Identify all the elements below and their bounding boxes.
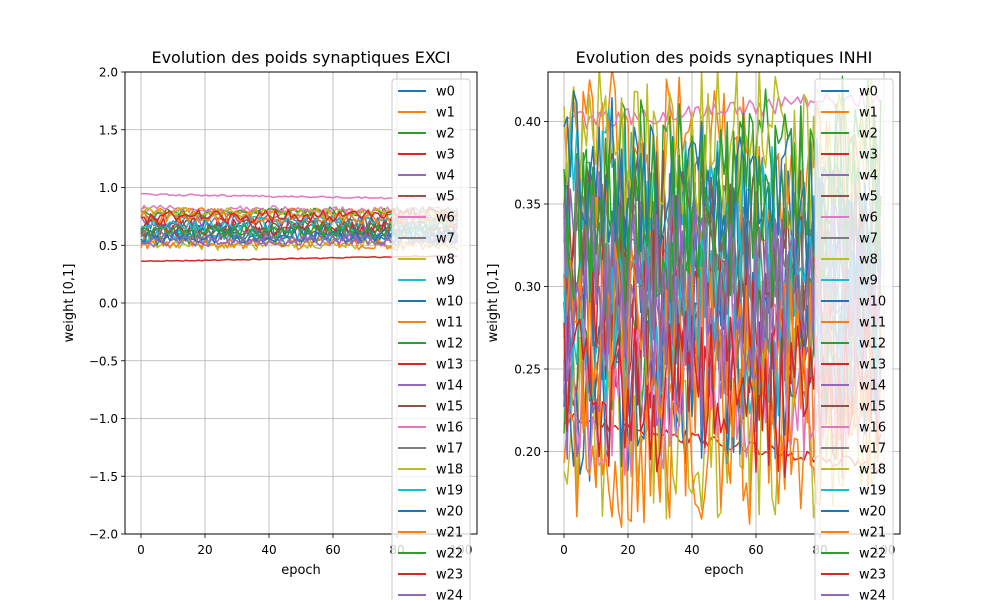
x-tick-label: 60 xyxy=(748,543,763,557)
legend-label-w2: w2 xyxy=(436,127,455,142)
legend-label-w19: w19 xyxy=(436,484,463,499)
chart-inhi-xlabel: epoch xyxy=(704,563,744,578)
legend-label-w2: w2 xyxy=(859,127,878,142)
legend-label-w12: w12 xyxy=(436,337,463,352)
y-tick-label: −1.0 xyxy=(89,412,118,426)
legend-label-w15: w15 xyxy=(859,400,886,415)
legend-label-w11: w11 xyxy=(859,316,886,331)
x-tick-label: 60 xyxy=(325,543,340,557)
legend-label-w24: w24 xyxy=(859,589,886,600)
x-tick-label: 20 xyxy=(197,543,212,557)
legend-label-w0: w0 xyxy=(436,85,455,100)
x-tick-label: 20 xyxy=(620,543,635,557)
legend-label-w18: w18 xyxy=(436,463,463,478)
legend-label-w9: w9 xyxy=(436,274,455,289)
legend-label-w24: w24 xyxy=(436,589,463,600)
chart-inhi-legend: w0 w1 w2 w3 w4 w5 w6 w7 w8 w9 w10 w11 w12 w13 w14 w15 w1… xyxy=(814,78,894,600)
legend-label-w20: w20 xyxy=(436,505,463,520)
chart-inhi-ylabel: weight [0,1] xyxy=(486,264,501,343)
legend-label-w7: w7 xyxy=(859,232,878,247)
legend-label-w10: w10 xyxy=(436,295,463,310)
y-tick-label: 0.0 xyxy=(99,297,118,311)
y-tick-label: 0.40 xyxy=(514,115,541,129)
legend-label-w4: w4 xyxy=(436,169,455,184)
legend-label-w10: w10 xyxy=(859,295,886,310)
y-tick-label: 0.25 xyxy=(514,363,541,377)
legend-label-w20: w20 xyxy=(859,505,886,520)
x-tick-label: 0 xyxy=(560,543,568,557)
legend-label-w6: w6 xyxy=(859,211,878,226)
legend-label-w13: w13 xyxy=(436,358,463,373)
y-tick-label: 1.5 xyxy=(99,123,118,137)
chart-inhi-title: Evolution des poids synaptiques INHI xyxy=(576,48,873,67)
legend-label-w12: w12 xyxy=(859,337,886,352)
legend-label-w15: w15 xyxy=(436,400,463,415)
chart-exci: Evolution des poids synaptiques EXCI 0 20… xyxy=(62,48,478,600)
y-tick-label: −2.0 xyxy=(89,528,118,542)
legend-label-w23: w23 xyxy=(859,568,886,583)
y-tick-label: −1.5 xyxy=(89,470,118,484)
legend-label-w16: w16 xyxy=(859,421,886,436)
chart-exci-title: Evolution des poids synaptiques EXCI xyxy=(151,48,450,67)
x-tick-label: 40 xyxy=(261,543,276,557)
legend-label-w14: w14 xyxy=(859,379,886,394)
legend-label-w8: w8 xyxy=(859,253,878,268)
x-tick-label: 0 xyxy=(137,543,145,557)
legend-label-w14: w14 xyxy=(436,379,463,394)
legend-label-w1: w1 xyxy=(859,106,878,121)
y-tick-label: 1.0 xyxy=(99,181,118,195)
chart-inhi-axes-frame xyxy=(547,71,901,535)
legend-label-w13: w13 xyxy=(859,358,886,373)
chart-inhi-yticks: 0.20 0.25 0.30 0.35 0.40 xyxy=(514,115,548,459)
legend-label-w9: w9 xyxy=(859,274,878,289)
legend-label-w7: w7 xyxy=(436,232,455,247)
legend-label-w3: w3 xyxy=(436,148,455,163)
chart-exci-xlabel: epoch xyxy=(281,563,321,578)
legend-label-w16: w16 xyxy=(436,421,463,436)
legend-label-w22: w22 xyxy=(859,547,886,562)
legend-label-w18: w18 xyxy=(859,463,886,478)
legend-label-w21: w21 xyxy=(436,526,463,541)
legend-label-w17: w17 xyxy=(859,442,886,457)
legend-label-w1: w1 xyxy=(436,106,455,121)
legend-label-w21: w21 xyxy=(859,526,886,541)
y-tick-label: 0.20 xyxy=(514,445,541,459)
chart-exci-ylabel: weight [0,1] xyxy=(62,264,77,343)
legend-label-w11: w11 xyxy=(436,316,463,331)
y-tick-label: −0.5 xyxy=(89,354,118,368)
legend-label-w0: w0 xyxy=(859,85,878,100)
legend-label-w8: w8 xyxy=(436,253,455,268)
legend-label-w17: w17 xyxy=(436,442,463,457)
x-tick-label: 40 xyxy=(684,543,699,557)
legend-label-w6: w6 xyxy=(436,211,455,226)
legend-label-w5: w5 xyxy=(436,190,455,205)
chart-exci-legend: w0 w1 w2 w3 w4 w5 w6 w7 w8 w9 w10 w11 w12 w13 w14 w15 w1… xyxy=(391,78,471,600)
legend-label-w3: w3 xyxy=(859,148,878,163)
legend-label-w19: w19 xyxy=(859,484,886,499)
legend-label-w22: w22 xyxy=(436,547,463,562)
legend-label-w5: w5 xyxy=(859,190,878,205)
y-tick-label: 0.30 xyxy=(514,280,541,294)
y-tick-label: 0.35 xyxy=(514,198,541,212)
legend-label-w4: w4 xyxy=(859,169,878,184)
chart-inhi: Evolution des poids synaptiques INHI 0 20… xyxy=(486,48,901,600)
legend-label-w23: w23 xyxy=(436,568,463,583)
y-tick-label: 0.5 xyxy=(99,239,118,253)
chart-exci-yticks: −2.0 −1.5 −1.0 −0.5 0.0 0.5 1.0 1.5 2.0 xyxy=(89,66,125,542)
y-tick-label: 2.0 xyxy=(99,66,118,80)
